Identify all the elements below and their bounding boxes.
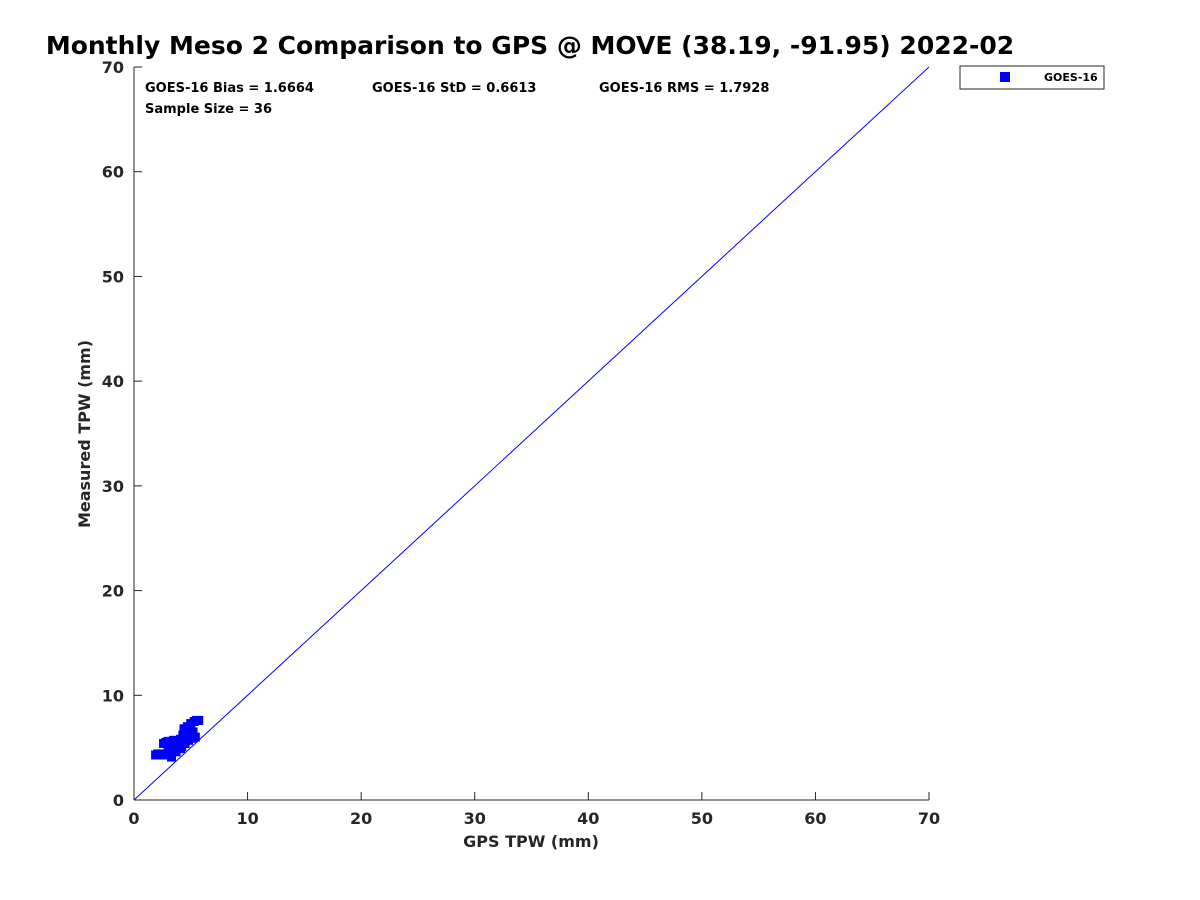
data-point	[166, 752, 176, 762]
legend-marker-square	[1000, 72, 1010, 82]
stat-rms: GOES-16 RMS = 1.7928	[599, 81, 769, 96]
x-axis-ticks: 0 10 20 30 40 50 60 70	[128, 792, 940, 828]
x-tick-label: 0	[128, 809, 139, 828]
y-tick-label: 10	[102, 686, 124, 705]
one-to-one-reference-line	[133, 66, 930, 801]
x-tick-label: 40	[577, 809, 599, 828]
legend: GOES-16	[959, 65, 1105, 90]
stats-annotations: GOES-16 Bias = 1.6664 GOES-16 StD = 0.66…	[145, 81, 769, 117]
x-tick-label: 60	[804, 809, 826, 828]
stat-sample-size: Sample Size = 36	[145, 102, 272, 117]
y-tick-label: 40	[102, 372, 124, 391]
data-point	[188, 727, 198, 737]
legend-box	[959, 65, 1105, 90]
legend-label: GOES-16	[1044, 71, 1098, 84]
x-tick-label: 30	[464, 809, 486, 828]
stat-std: GOES-16 StD = 0.6613	[372, 81, 536, 96]
y-tick-label: 20	[102, 582, 124, 601]
y-tick-label: 60	[102, 163, 124, 182]
x-tick-label: 50	[691, 809, 713, 828]
chart-title: Monthly Meso 2 Comparison to GPS @ MOVE …	[46, 31, 1014, 60]
data-point	[163, 736, 173, 746]
y-tick-label: 70	[102, 58, 124, 77]
x-tick-label: 20	[350, 809, 372, 828]
x-tick-label: 70	[918, 809, 940, 828]
y-axis-ticks: 0 10 20 30 40 50 60 70	[102, 58, 142, 810]
y-axis-label: Measured TPW (mm)	[75, 340, 94, 528]
data-point	[194, 715, 204, 725]
data-point	[169, 735, 179, 745]
stat-bias: GOES-16 Bias = 1.6664	[145, 81, 314, 96]
x-tick-label: 10	[236, 809, 258, 828]
data-point	[190, 732, 200, 742]
y-tick-label: 50	[102, 267, 124, 286]
data-points	[151, 715, 204, 762]
y-tick-label: 0	[113, 791, 124, 810]
y-tick-label: 30	[102, 477, 124, 496]
x-axis-label: GPS TPW (mm)	[463, 832, 599, 851]
